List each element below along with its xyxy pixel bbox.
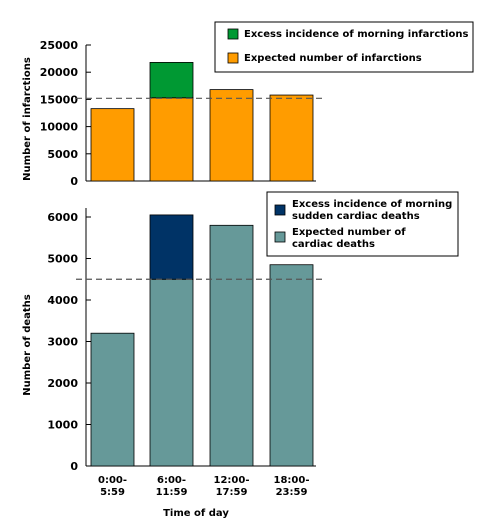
deaths-x-categories: 0:00-5:59 6:00-11:59 12:00-17:59 18:00-23:5… bbox=[98, 475, 310, 498]
deaths-y-tick-label: 4000 bbox=[47, 294, 78, 307]
deaths-y-tick-label: 1000 bbox=[47, 419, 78, 432]
x-category-label-4-line1: 18:00- bbox=[274, 475, 310, 486]
deaths-bar-expected-3 bbox=[209, 224, 254, 467]
legend-label-excess-infarctions: Excess incidence of morning infarctions bbox=[244, 29, 468, 40]
x-category-label-1-line1: 0:00- bbox=[98, 475, 127, 486]
legend-swatch-expected-deaths bbox=[274, 231, 286, 243]
legend-label-expected-infarctions: Expected number of infarctions bbox=[244, 53, 422, 64]
infarctions-legend-box bbox=[214, 21, 474, 73]
x-category-label-3-line2: 17:59 bbox=[216, 487, 248, 498]
deaths-legend: Excess incidence of morning sudden cardi… bbox=[266, 191, 459, 257]
deaths-bar-expected-2 bbox=[149, 278, 194, 467]
legend-swatch-expected-infarctions bbox=[227, 52, 239, 64]
deaths-legend-box bbox=[266, 191, 459, 257]
legend-label-excess-deaths-line1: Excess incidence of morning bbox=[292, 199, 452, 210]
x-category-label-2-line2: 11:59 bbox=[156, 487, 188, 498]
infarctions-y-tick-label: 10000 bbox=[40, 121, 79, 134]
infarctions-bars bbox=[90, 62, 314, 182]
infarctions-y-tick-label: 25000 bbox=[40, 39, 79, 52]
infarctions-bar-expected-2 bbox=[149, 97, 194, 182]
x-category-label-4-line2: 23:59 bbox=[276, 487, 308, 498]
x-category-label-1-line2: 5:59 bbox=[100, 487, 125, 498]
legend-swatch-excess-infarctions bbox=[227, 28, 239, 40]
infarctions-y-ticks: 25000 20000 15000 10000 5000 0 bbox=[40, 39, 91, 188]
legend-label-expected-deaths-line2: cardiac deaths bbox=[292, 239, 375, 250]
infarctions-bar-expected-4 bbox=[269, 94, 314, 182]
deaths-y-tick-label: 5000 bbox=[47, 253, 78, 266]
deaths-y-tick-label: 3000 bbox=[47, 336, 78, 349]
infarctions-y-tick-label: 5000 bbox=[47, 148, 78, 161]
legend-label-expected-deaths-line1: Expected number of bbox=[292, 227, 406, 238]
infarctions-y-axis-label: Number of infarctions bbox=[22, 57, 33, 181]
x-axis-label: Time of day bbox=[163, 508, 229, 519]
deaths-y-tick-label: 6000 bbox=[47, 211, 78, 224]
legend-label-excess-deaths-line2: sudden cardiac deaths bbox=[292, 211, 420, 222]
infarctions-legend: Excess incidence of morning infarctions … bbox=[214, 21, 474, 73]
infarctions-y-tick-label: 0 bbox=[70, 175, 78, 188]
legend-swatch-excess-deaths bbox=[274, 204, 286, 216]
x-category-label-2-line1: 6:00- bbox=[157, 475, 186, 486]
deaths-bar-expected-1 bbox=[90, 332, 135, 467]
deaths-bars bbox=[90, 214, 314, 467]
infarctions-y-tick-label: 15000 bbox=[40, 93, 79, 106]
deaths-bar-expected-4 bbox=[269, 264, 314, 467]
infarctions-bar-expected-1 bbox=[90, 108, 135, 182]
infarctions-bar-expected-3 bbox=[209, 89, 254, 182]
infarctions-chart: Number of infarctions 25000 20000 15000 100… bbox=[22, 21, 474, 188]
infarctions-y-tick-label: 20000 bbox=[40, 66, 79, 79]
deaths-y-axis-label: Number of deaths bbox=[22, 294, 33, 396]
deaths-chart: Number of deaths 6000 5000 4000 3000 2000 100… bbox=[22, 191, 459, 519]
infarctions-bar-excess-2 bbox=[149, 62, 194, 99]
deaths-y-tick-label: 0 bbox=[70, 460, 78, 473]
deaths-bar-excess-2 bbox=[149, 214, 194, 280]
deaths-y-tick-label: 2000 bbox=[47, 377, 78, 390]
x-category-label-3-line1: 12:00- bbox=[214, 475, 250, 486]
deaths-y-ticks: 6000 5000 4000 3000 2000 1000 0 bbox=[47, 211, 91, 473]
